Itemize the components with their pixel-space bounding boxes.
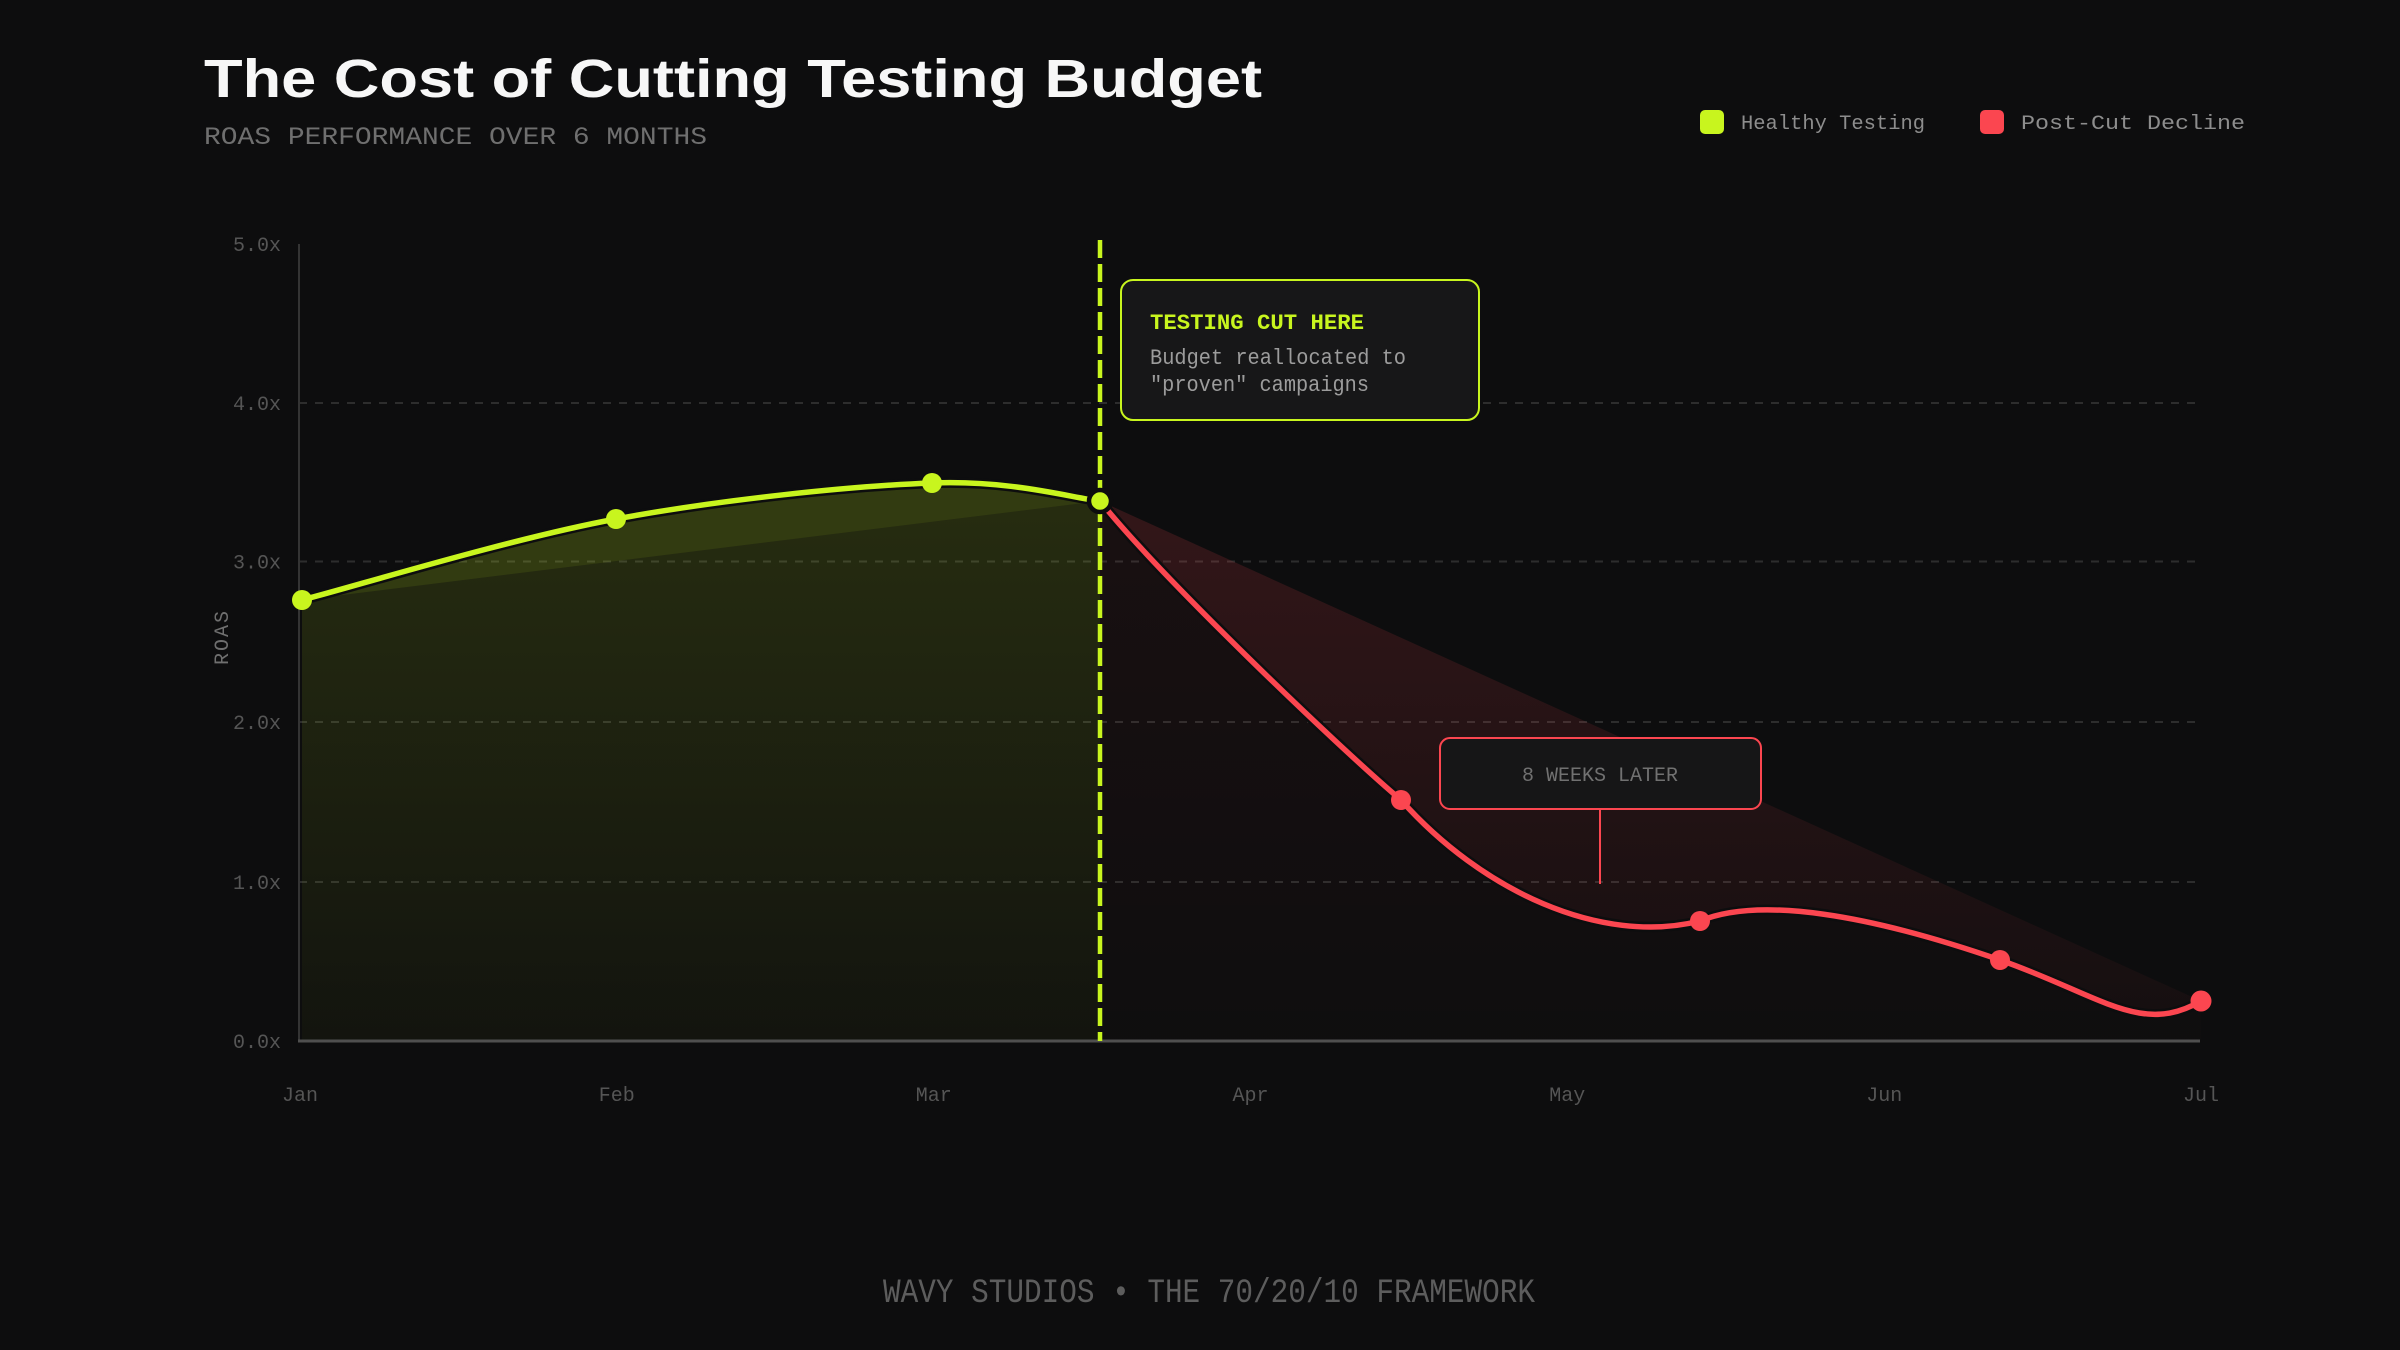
svg-text:Jan: Jan bbox=[282, 1085, 318, 1108]
svg-text:ROAS: ROAS bbox=[212, 609, 235, 665]
svg-text:WAVY STUDIOS • THE 70/20/10 FR: WAVY STUDIOS • THE 70/20/10 FRAMEWORK bbox=[883, 1275, 1536, 1313]
svg-text:2.0x: 2.0x bbox=[233, 713, 281, 736]
svg-text:Apr: Apr bbox=[1232, 1085, 1268, 1108]
svg-text:1.0x: 1.0x bbox=[233, 873, 281, 896]
svg-text:ROAS PERFORMANCE OVER 6 MONTHS: ROAS PERFORMANCE OVER 6 MONTHS bbox=[204, 123, 707, 152]
svg-text:Healthy Testing: Healthy Testing bbox=[1741, 113, 1925, 136]
svg-text:May: May bbox=[1549, 1085, 1585, 1108]
svg-text:5.0x: 5.0x bbox=[233, 235, 281, 258]
svg-text:Budget reallocated to: Budget reallocated to bbox=[1150, 346, 1406, 371]
svg-text:The Cost of Cutting Testing Bu: The Cost of Cutting Testing Budget bbox=[204, 49, 1262, 109]
svg-text:Jul: Jul bbox=[2183, 1085, 2219, 1108]
svg-text:8 WEEKS LATER: 8 WEEKS LATER bbox=[1522, 765, 1678, 788]
svg-text:0.0x: 0.0x bbox=[233, 1032, 281, 1055]
svg-text:4.0x: 4.0x bbox=[233, 394, 281, 417]
svg-text:TESTING CUT HERE: TESTING CUT HERE bbox=[1150, 311, 1364, 336]
svg-text:"proven" campaigns: "proven" campaigns bbox=[1150, 373, 1369, 398]
svg-text:3.0x: 3.0x bbox=[233, 553, 281, 576]
svg-text:Jun: Jun bbox=[1866, 1085, 1902, 1108]
svg-text:Post-Cut Decline: Post-Cut Decline bbox=[2021, 113, 2245, 136]
svg-text:Mar: Mar bbox=[916, 1085, 952, 1108]
svg-text:Feb: Feb bbox=[599, 1085, 635, 1108]
